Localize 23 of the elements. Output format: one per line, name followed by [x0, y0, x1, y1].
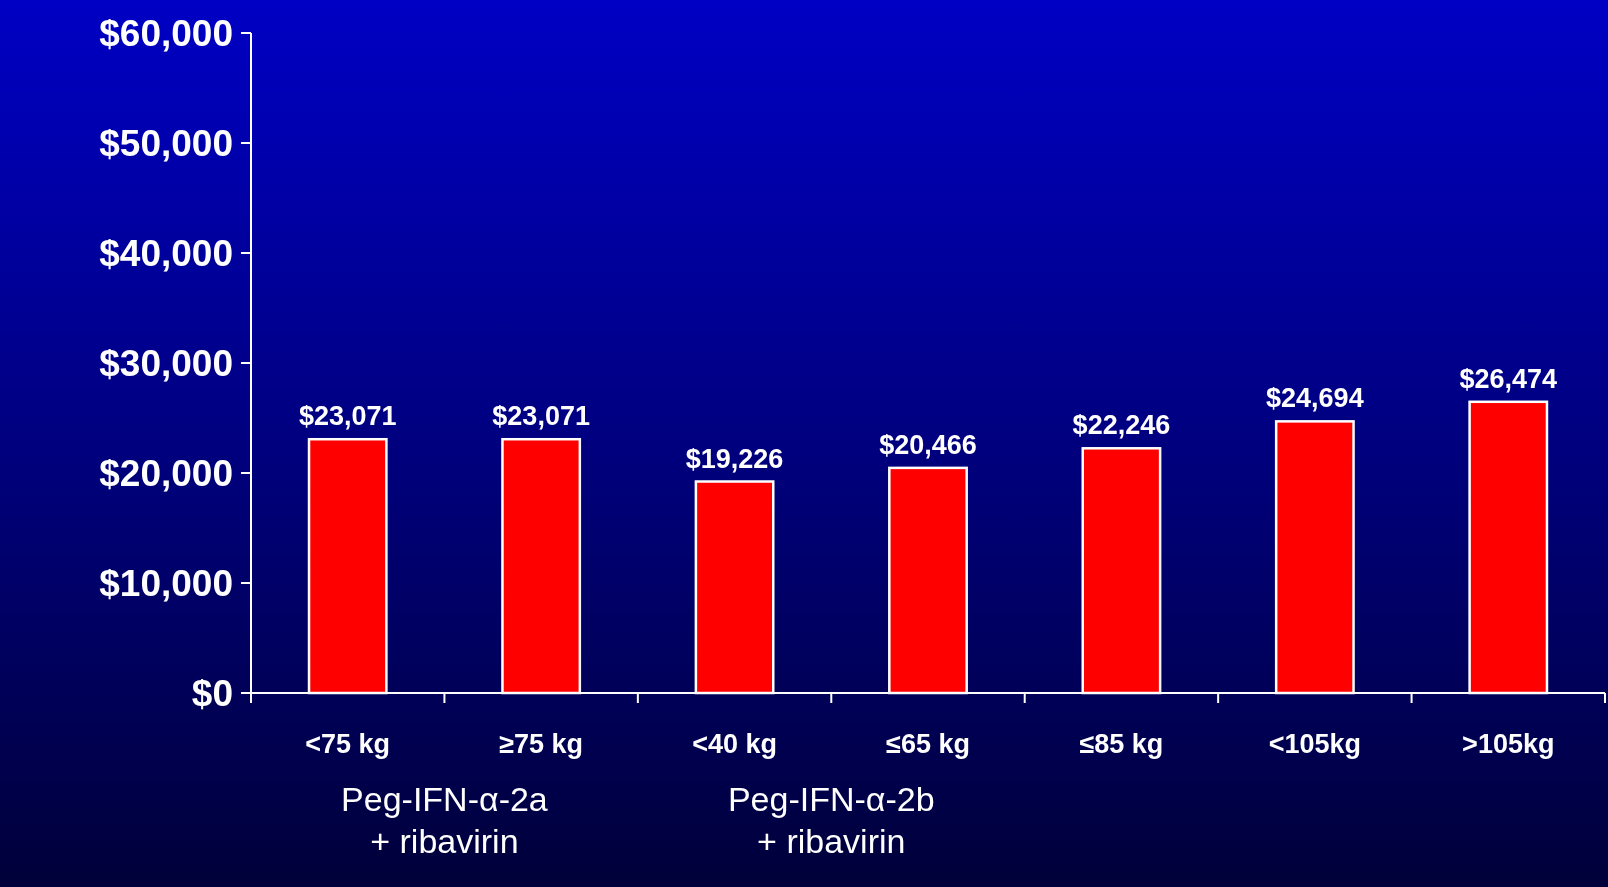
y-tick-label: $30,000 — [99, 342, 233, 384]
data-label: $20,466 — [879, 429, 977, 460]
y-tick-label: $60,000 — [99, 12, 233, 54]
text: Peg-IFN-α-2a + ribavirin — [341, 780, 548, 860]
x-tick-label: <105kg — [1268, 729, 1362, 759]
x-tick-label: ≤65 kg — [886, 729, 970, 759]
x-tick-label: ≤85 kg — [1079, 729, 1164, 759]
data-label: $22,246 — [1072, 410, 1171, 441]
x-tick-label: ≥75 kg — [499, 729, 584, 759]
y-tick-label: $50,000 — [99, 122, 233, 164]
data-label: $19,226 — [685, 443, 784, 474]
y-tick-label: $40,000 — [99, 232, 233, 274]
y-tick-label: $10,000 — [99, 562, 233, 604]
y-tick-label: $0 — [191, 672, 233, 714]
data-label: $23,071 — [492, 401, 590, 432]
data-label: $26,474 — [1459, 363, 1558, 394]
x-tick-label: >105kg — [1462, 729, 1555, 759]
data-label: $24,694 — [1266, 383, 1364, 414]
text: Peg-IFN-α-2b + ribavirin — [727, 780, 935, 860]
x-tick-label: <75 kg — [305, 729, 391, 759]
y-tick-label: $20,000 — [99, 452, 233, 494]
data-label: $23,071 — [298, 401, 397, 432]
x-tick-label: <40 kg — [692, 729, 777, 759]
